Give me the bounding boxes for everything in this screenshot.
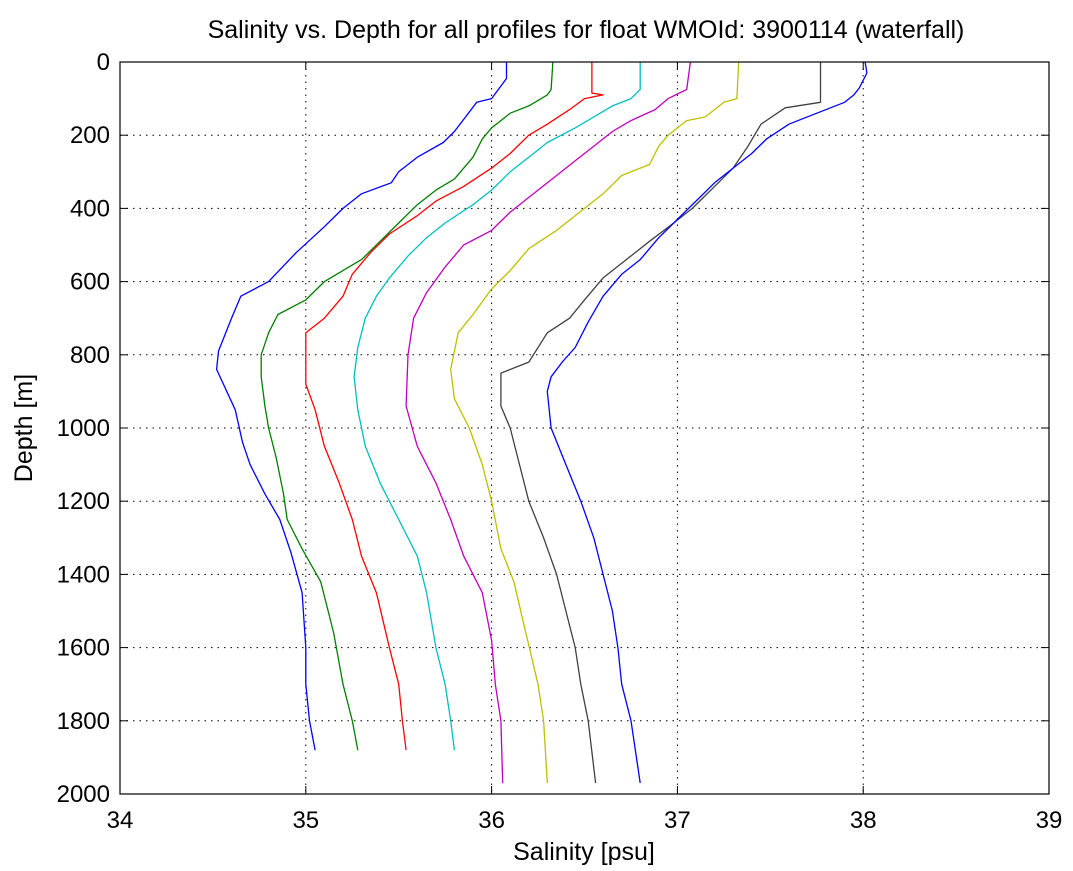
y-tick-label: 1800 <box>57 708 110 735</box>
x-tick-label: 36 <box>478 807 505 834</box>
profile-line-4 <box>353 62 641 751</box>
profile-line-2 <box>260 61 554 751</box>
y-tick-label: 1600 <box>57 635 110 662</box>
x-tick-label: 39 <box>1036 807 1063 834</box>
profile-line-3 <box>305 62 604 751</box>
profile-line-7 <box>500 62 822 784</box>
x-tick-label: 34 <box>107 807 134 834</box>
profile-line-6 <box>450 61 740 784</box>
y-tick-label: 2000 <box>57 781 110 808</box>
y-tick-label: 1000 <box>57 415 110 442</box>
x-tick-label: 37 <box>664 807 691 834</box>
series-group <box>215 61 868 784</box>
x-tick-label: 38 <box>850 807 877 834</box>
y-tick-label: 1200 <box>57 488 110 515</box>
grid-lines <box>120 62 1049 794</box>
profile-line-1 <box>215 62 508 751</box>
y-tick-label: 800 <box>70 342 110 369</box>
y-tick-label: 400 <box>70 195 110 222</box>
y-tick-label: 600 <box>70 269 110 296</box>
chart-title: Salinity vs. Depth for all profiles for … <box>208 16 965 44</box>
x-axis-label: Salinity [psu] <box>513 838 655 866</box>
profile-line-5 <box>405 61 692 784</box>
y-tick-label: 200 <box>70 122 110 149</box>
x-tick-label: 35 <box>292 807 319 834</box>
profile-line-8 <box>546 61 868 784</box>
y-tick-label: 1400 <box>57 561 110 588</box>
axis-ticks: 34 35 36 37 38 39 0 200 400 600 800 1000 1200 1400 160… <box>57 49 1063 834</box>
y-tick-label: 0 <box>97 49 110 76</box>
y-axis-label: Depth [m] <box>10 374 38 482</box>
